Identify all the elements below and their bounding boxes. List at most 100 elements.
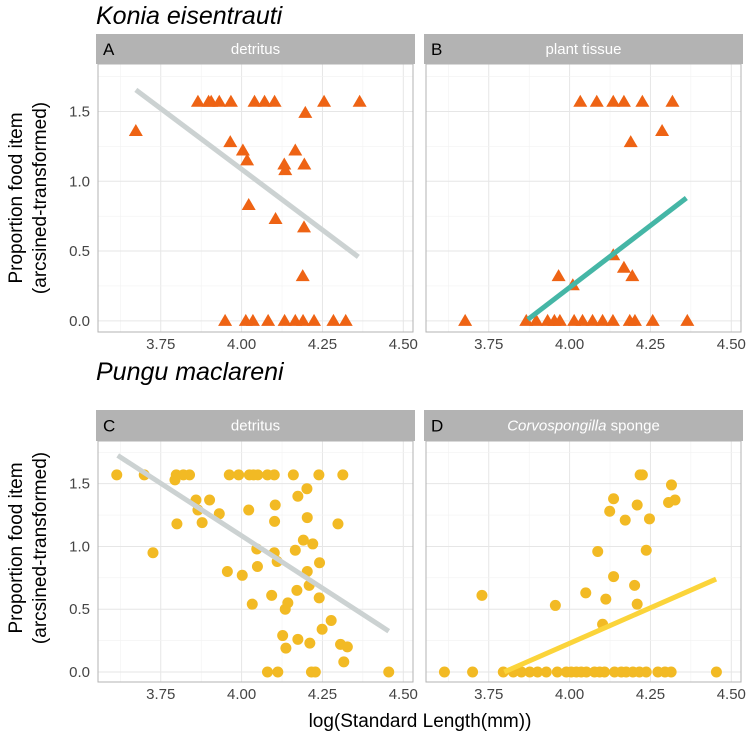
- x-tick-label: 4.00: [227, 336, 256, 353]
- data-point-triangle: [625, 269, 640, 282]
- data-point-circle: [291, 584, 303, 596]
- data-point-triangle: [589, 94, 604, 107]
- data-point-triangle: [240, 153, 255, 166]
- data-point-circle: [301, 483, 313, 495]
- data-point-triangle: [616, 260, 631, 273]
- x-tick-label: 4.25: [636, 336, 665, 353]
- strip-background: [96, 410, 415, 441]
- data-point-circle: [223, 469, 235, 481]
- data-point-triangle: [223, 135, 238, 148]
- data-point-circle: [313, 592, 325, 604]
- y-axis-label-bottom-line1: Proportion food item: [6, 462, 27, 633]
- y-axis-label-top-line2: (arcsined-transformed): [30, 102, 51, 294]
- data-point-circle: [631, 598, 643, 610]
- data-point-triangle: [645, 313, 660, 326]
- data-point-circle: [269, 515, 281, 527]
- data-point-triangle: [635, 94, 650, 107]
- data-point-triangle: [295, 269, 310, 282]
- data-point-circle: [640, 544, 652, 556]
- data-point-circle: [619, 514, 631, 526]
- data-point-circle: [710, 666, 722, 678]
- data-point-circle: [608, 571, 620, 583]
- data-point-circle: [277, 630, 289, 642]
- data-point-circle: [246, 598, 258, 610]
- data-point-triangle: [288, 143, 303, 156]
- y-tick-label: 0.0: [69, 664, 90, 681]
- x-tick-label: 4.00: [555, 686, 584, 703]
- data-point-circle: [272, 666, 284, 678]
- data-point-triangle: [575, 313, 590, 326]
- y-tick-label: 1.5: [69, 476, 90, 493]
- x-tick-label: 3.75: [474, 336, 503, 353]
- data-point-circle: [669, 494, 681, 506]
- data-point-triangle: [278, 163, 293, 176]
- data-point-circle: [337, 469, 349, 481]
- data-point-circle: [643, 513, 655, 525]
- data-point-circle: [289, 544, 301, 556]
- data-point-circle: [307, 538, 319, 550]
- data-point-circle: [169, 474, 181, 486]
- x-tick-label: 4.00: [555, 336, 584, 353]
- data-point-circle: [549, 599, 561, 611]
- x-axis-label: log(Standard Length(mm)): [309, 711, 532, 732]
- data-point-circle: [580, 587, 592, 599]
- data-point-circle: [580, 666, 592, 678]
- x-tick-label: 4.25: [308, 686, 337, 703]
- y-tick-label: 0.5: [69, 243, 90, 260]
- data-point-circle: [313, 469, 325, 481]
- data-point-circle: [204, 494, 216, 506]
- panel-letter: B: [431, 40, 442, 59]
- data-point-triangle: [326, 313, 341, 326]
- data-point-circle: [640, 666, 652, 678]
- panel-border: [425, 63, 742, 333]
- data-point-circle: [171, 518, 183, 530]
- data-point-circle: [301, 512, 313, 524]
- data-point-circle: [604, 505, 616, 517]
- data-point-triangle: [296, 313, 311, 326]
- panel-letter: D: [431, 417, 443, 436]
- y-tick-label: 0.5: [69, 601, 90, 618]
- data-point-circle: [629, 579, 641, 591]
- data-point-circle: [540, 666, 552, 678]
- data-point-circle: [269, 499, 281, 511]
- x-tick-label: 4.50: [389, 336, 418, 353]
- data-point-circle: [287, 469, 299, 481]
- data-point-circle: [438, 666, 450, 678]
- data-point-triangle: [552, 313, 567, 326]
- data-point-circle: [233, 469, 245, 481]
- data-point-triangle: [605, 313, 620, 326]
- data-point-circle: [221, 566, 233, 578]
- data-point-circle: [476, 589, 488, 601]
- x-tick-label: 4.25: [308, 336, 337, 353]
- data-point-circle: [551, 666, 563, 678]
- data-point-triangle: [665, 94, 680, 107]
- data-point-triangle: [627, 313, 642, 326]
- data-point-triangle: [261, 313, 276, 326]
- data-point-triangle: [519, 313, 534, 326]
- strip-title-rest: sponge: [606, 418, 659, 435]
- species-title-pungu: Pungu maclareni: [96, 358, 285, 386]
- data-point-triangle: [616, 94, 631, 107]
- data-point-triangle: [298, 105, 313, 118]
- data-point-circle: [383, 666, 395, 678]
- data-point-circle: [467, 666, 479, 678]
- data-point-circle: [665, 479, 677, 491]
- data-point-triangle: [338, 313, 353, 326]
- data-point-triangle: [551, 269, 566, 282]
- data-point-triangle: [245, 313, 260, 326]
- data-point-triangle: [257, 94, 272, 107]
- strip-background: [96, 34, 415, 64]
- panel-border: [97, 440, 414, 683]
- data-point-triangle: [223, 94, 238, 107]
- species-title-konia: Konia eisentrauti: [96, 2, 284, 30]
- data-point-circle: [184, 469, 196, 481]
- data-point-circle: [325, 614, 337, 626]
- data-point-circle: [280, 642, 292, 654]
- strip-title: detritus: [231, 41, 280, 58]
- data-point-circle: [341, 641, 353, 653]
- data-point-circle: [338, 656, 350, 668]
